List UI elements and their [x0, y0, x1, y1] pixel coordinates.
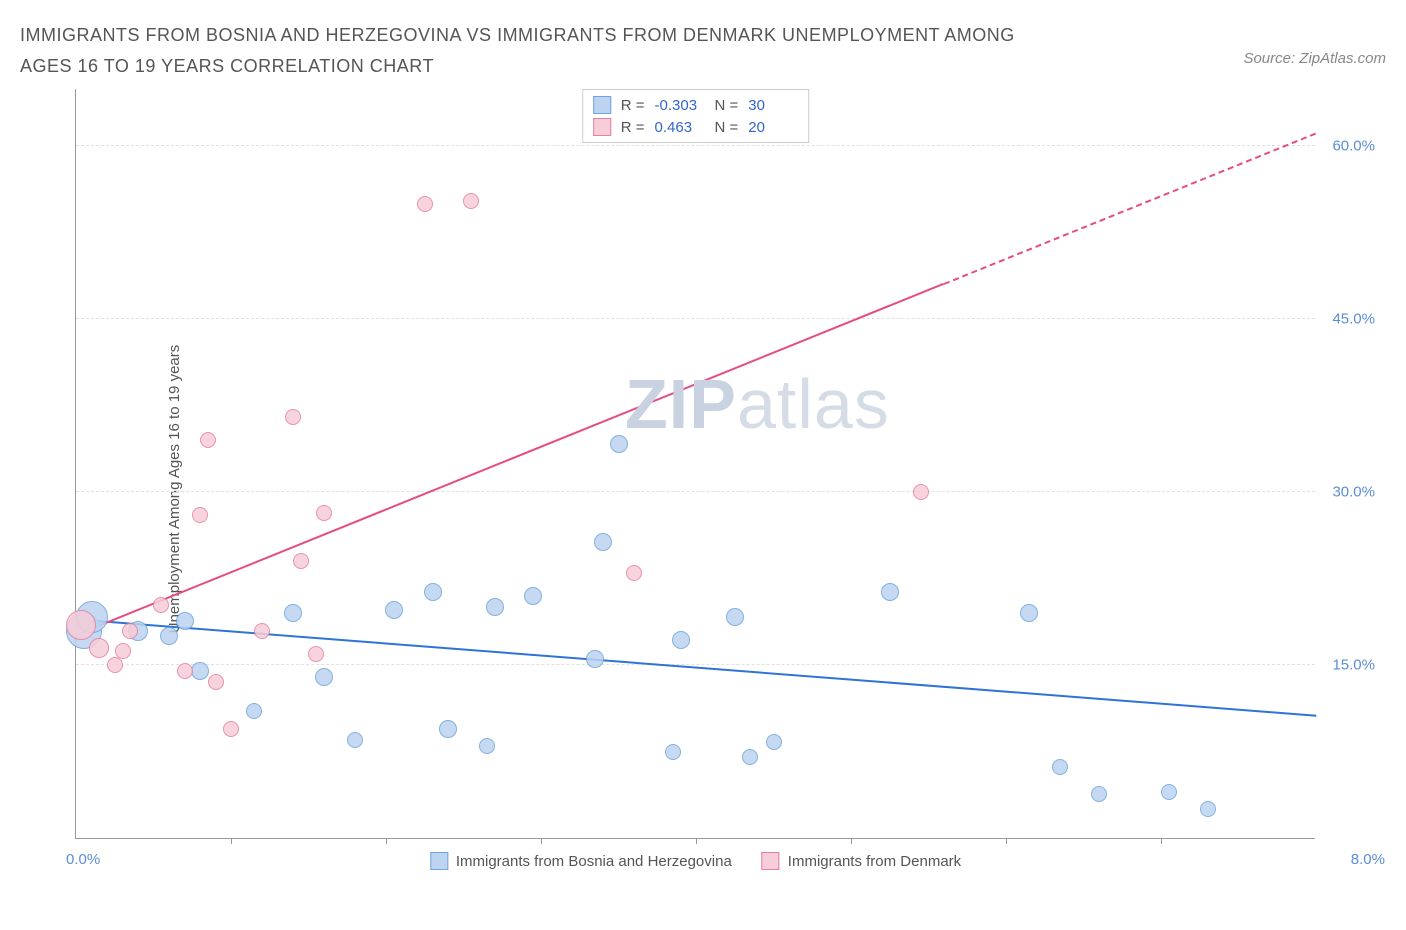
trend-line — [76, 283, 945, 636]
data-point — [200, 432, 216, 448]
data-point — [191, 662, 209, 680]
data-point — [153, 597, 169, 613]
data-point — [385, 601, 403, 619]
chart-title: IMMIGRANTS FROM BOSNIA AND HERZEGOVINA V… — [20, 20, 1070, 81]
data-point — [463, 193, 479, 209]
data-point — [66, 610, 96, 640]
x-tick — [1161, 838, 1162, 844]
data-point — [285, 409, 301, 425]
legend-item: Immigrants from Bosnia and Herzegovina — [430, 852, 732, 870]
data-point — [177, 663, 193, 679]
series-legend: Immigrants from Bosnia and Herzegovina Im… — [430, 852, 961, 870]
watermark: ZIPatlas — [625, 364, 890, 444]
data-point — [89, 638, 109, 658]
legend-row: R = -0.303 N = 30 — [593, 94, 799, 116]
data-point — [122, 623, 138, 639]
data-point — [524, 587, 542, 605]
chart-container: Unemployment Among Ages 16 to 19 years Z… — [20, 89, 1386, 889]
data-point — [308, 646, 324, 662]
n-value: 30 — [748, 97, 798, 114]
x-tick — [851, 838, 852, 844]
data-point — [1200, 801, 1216, 817]
data-point — [586, 650, 604, 668]
data-point — [913, 484, 929, 500]
data-point — [672, 631, 690, 649]
x-tick — [231, 838, 232, 844]
legend-swatch — [430, 852, 448, 870]
data-point — [665, 744, 681, 760]
data-point — [610, 435, 628, 453]
plot-area: ZIPatlas R =-0.303N =30R =0.463N =20 0.0… — [75, 89, 1315, 839]
data-point — [1161, 784, 1177, 800]
data-point — [1091, 786, 1107, 802]
x-axis-max-label: 8.0% — [1351, 851, 1385, 868]
x-axis-min-label: 0.0% — [66, 851, 100, 868]
data-point — [316, 505, 332, 521]
gridline — [76, 145, 1315, 146]
r-value: -0.303 — [655, 97, 705, 114]
data-point — [347, 732, 363, 748]
n-label: N = — [715, 97, 739, 114]
data-point — [115, 643, 131, 659]
y-tick-label: 15.0% — [1332, 657, 1375, 674]
data-point — [726, 608, 744, 626]
data-point — [284, 604, 302, 622]
data-point — [439, 720, 457, 738]
data-point — [192, 507, 208, 523]
source-attribution: Source: ZipAtlas.com — [1243, 20, 1386, 67]
data-point — [176, 612, 194, 630]
legend-item: Immigrants from Denmark — [762, 852, 961, 870]
legend-swatch — [762, 852, 780, 870]
legend-label: Immigrants from Bosnia and Herzegovina — [456, 853, 732, 870]
y-tick-label: 30.0% — [1332, 484, 1375, 501]
r-label: R = — [621, 97, 645, 114]
data-point — [107, 657, 123, 673]
x-tick — [696, 838, 697, 844]
data-point — [626, 565, 642, 581]
r-value: 0.463 — [655, 119, 705, 136]
y-tick-label: 45.0% — [1332, 310, 1375, 327]
gridline — [76, 491, 1315, 492]
data-point — [742, 749, 758, 765]
data-point — [293, 553, 309, 569]
n-value: 20 — [748, 119, 798, 136]
data-point — [417, 196, 433, 212]
data-point — [246, 703, 262, 719]
legend-swatch — [593, 118, 611, 136]
data-point — [208, 674, 224, 690]
gridline — [76, 664, 1315, 665]
data-point — [315, 668, 333, 686]
data-point — [1052, 759, 1068, 775]
r-label: R = — [621, 119, 645, 136]
legend-label: Immigrants from Denmark — [788, 853, 961, 870]
data-point — [1020, 604, 1038, 622]
legend-row: R = 0.463 N = 20 — [593, 116, 799, 138]
gridline — [76, 318, 1315, 319]
legend-swatch — [593, 96, 611, 114]
data-point — [766, 734, 782, 750]
data-point — [881, 583, 899, 601]
data-point — [594, 533, 612, 551]
data-point — [486, 598, 504, 616]
x-tick — [386, 838, 387, 844]
y-tick-label: 60.0% — [1332, 137, 1375, 154]
data-point — [254, 623, 270, 639]
data-point — [223, 721, 239, 737]
data-point — [479, 738, 495, 754]
x-tick — [541, 838, 542, 844]
data-point — [160, 627, 178, 645]
x-tick — [1006, 838, 1007, 844]
n-label: N = — [715, 119, 739, 136]
correlation-legend: R = -0.303 N = 30 R = 0.463 N = 20 — [582, 89, 810, 143]
trend-line — [944, 132, 1317, 284]
data-point — [424, 583, 442, 601]
